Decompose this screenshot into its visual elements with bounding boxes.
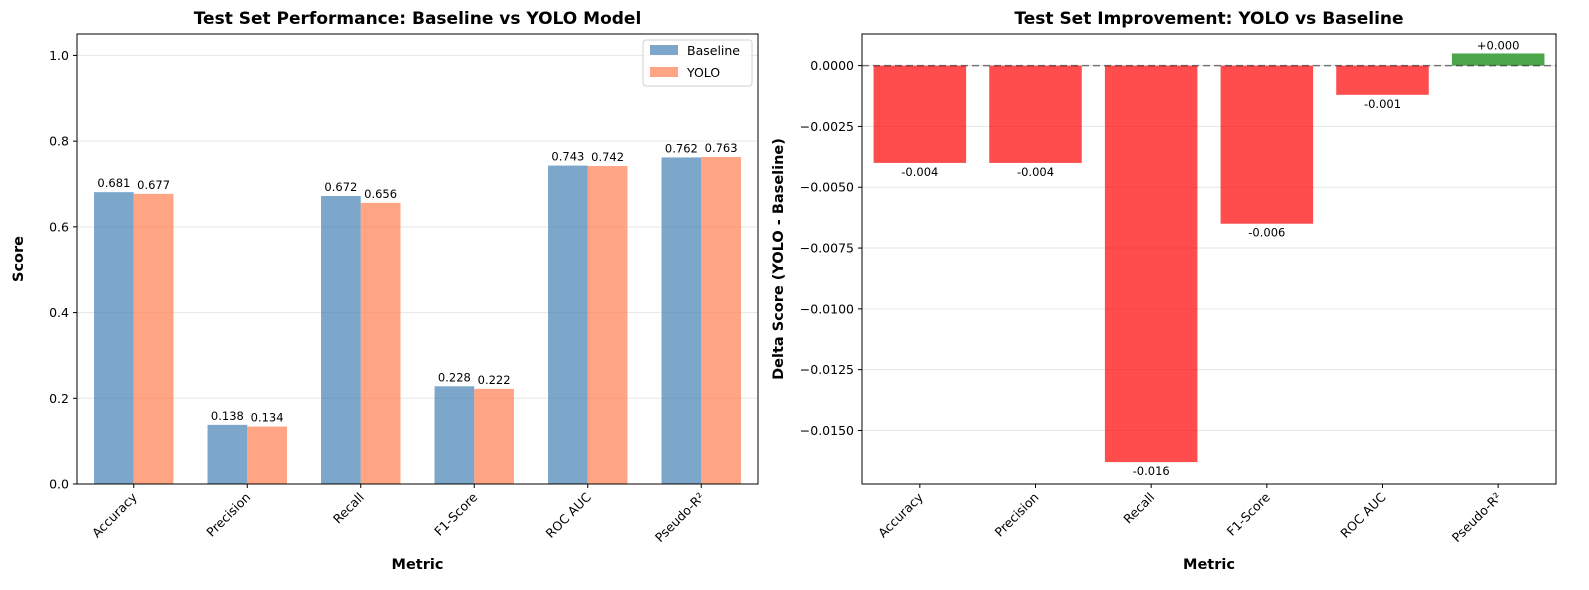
x-tick-label: Pseudo-R² bbox=[1449, 490, 1504, 545]
legend-swatch-yolo bbox=[650, 67, 678, 77]
x-tick-label: ROC AUC bbox=[542, 489, 594, 541]
x-tick-label: ROC AUC bbox=[1337, 489, 1389, 541]
legend-label-baseline: Baseline bbox=[687, 43, 740, 58]
y-tick-label: 0.2 bbox=[49, 391, 69, 406]
data-label: 0.743 bbox=[551, 150, 584, 164]
x-tick-label: Pseudo-R² bbox=[652, 490, 707, 545]
y-tick-label: −0.0075 bbox=[800, 241, 854, 256]
y-tick-label: 1.0 bbox=[49, 48, 69, 63]
chart-performance: 0.681 0.138 0.672 0.228 0.743 0.762 0.677 0.134… bbox=[11, 9, 759, 573]
bar-yolo bbox=[133, 193, 174, 484]
bar-yolo bbox=[701, 157, 741, 484]
bar-yolo bbox=[247, 426, 287, 484]
data-label: -0.016 bbox=[1133, 464, 1170, 478]
y-tick-label: −0.0125 bbox=[800, 362, 854, 377]
bar-yolo bbox=[474, 388, 514, 484]
x-axis-label: Metric bbox=[392, 557, 444, 573]
data-label: 0.762 bbox=[665, 141, 698, 155]
bar-negative bbox=[989, 65, 1082, 163]
legend-label-yolo: YOLO bbox=[686, 65, 720, 80]
x-tick-label: Precision bbox=[992, 490, 1042, 540]
data-label: 0.681 bbox=[97, 176, 130, 190]
axes-frame bbox=[76, 33, 759, 485]
data-label: -0.004 bbox=[1017, 165, 1054, 179]
x-axis-label: Metric bbox=[1183, 557, 1235, 573]
x-tick-label: F1-Score bbox=[1224, 489, 1273, 538]
data-label: +0.000 bbox=[1477, 38, 1520, 52]
data-label: 0.742 bbox=[591, 150, 624, 164]
data-label: 0.677 bbox=[137, 178, 170, 192]
x-tick-label: Accuracy bbox=[875, 489, 926, 540]
bar-negative bbox=[873, 65, 967, 163]
x-tick-label: Recall bbox=[330, 490, 367, 527]
chart-improvement: -0.004 -0.004 -0.016 -0.006 -0.001 +0.000 0.00… bbox=[771, 9, 1557, 573]
x-tick-label: Precision bbox=[203, 490, 253, 540]
data-label: -0.001 bbox=[1364, 97, 1401, 111]
bar-negative bbox=[1336, 65, 1429, 95]
y-tick-label: 0.4 bbox=[49, 305, 69, 320]
data-label: -0.006 bbox=[1248, 226, 1285, 240]
x-tick-label: F1-Score bbox=[431, 489, 480, 538]
bar-yolo bbox=[360, 202, 401, 484]
y-tick-label: −0.0150 bbox=[800, 423, 854, 438]
bar-baseline bbox=[94, 192, 134, 484]
legend-swatch-baseline bbox=[650, 45, 678, 55]
bar-positive bbox=[1451, 53, 1545, 66]
bar-baseline bbox=[321, 196, 361, 484]
chart-title: Test Set Improvement: YOLO vs Baseline bbox=[1014, 9, 1403, 29]
data-label: 0.134 bbox=[251, 411, 284, 425]
bar-baseline bbox=[434, 386, 475, 484]
bar-negative bbox=[1104, 65, 1198, 463]
axes-frame bbox=[861, 33, 1557, 485]
chart-title: Test Set Performance: Baseline vs YOLO M… bbox=[194, 9, 642, 29]
y-tick-label: 0.0000 bbox=[810, 58, 854, 73]
y-tick-label: 0.8 bbox=[49, 134, 69, 149]
data-label: -0.004 bbox=[901, 165, 938, 179]
legend: Baseline YOLO bbox=[642, 39, 753, 87]
y-tick-label: −0.0025 bbox=[800, 119, 854, 134]
bar-baseline bbox=[661, 157, 702, 484]
bar-baseline bbox=[548, 165, 588, 485]
bar-yolo bbox=[587, 166, 628, 484]
y-tick-label: −0.0100 bbox=[800, 301, 854, 316]
data-label: 0.656 bbox=[364, 187, 397, 201]
data-label: 0.222 bbox=[478, 373, 511, 387]
data-label: 0.138 bbox=[211, 409, 244, 423]
y-axis-label: Delta Score (YOLO - Baseline) bbox=[771, 138, 787, 380]
x-tick-label: Recall bbox=[1120, 490, 1157, 527]
data-label: 0.763 bbox=[705, 141, 738, 155]
bar-baseline bbox=[207, 424, 248, 484]
y-tick-label: 0.0 bbox=[49, 477, 69, 492]
data-label: 0.672 bbox=[324, 180, 357, 194]
bar-negative bbox=[1220, 65, 1314, 224]
y-tick-label: 0.6 bbox=[49, 219, 69, 234]
x-tick-label: Accuracy bbox=[89, 489, 140, 540]
y-tick-label: −0.0050 bbox=[800, 180, 854, 195]
data-label: 0.228 bbox=[438, 370, 471, 384]
y-axis-label: Score bbox=[11, 236, 27, 282]
